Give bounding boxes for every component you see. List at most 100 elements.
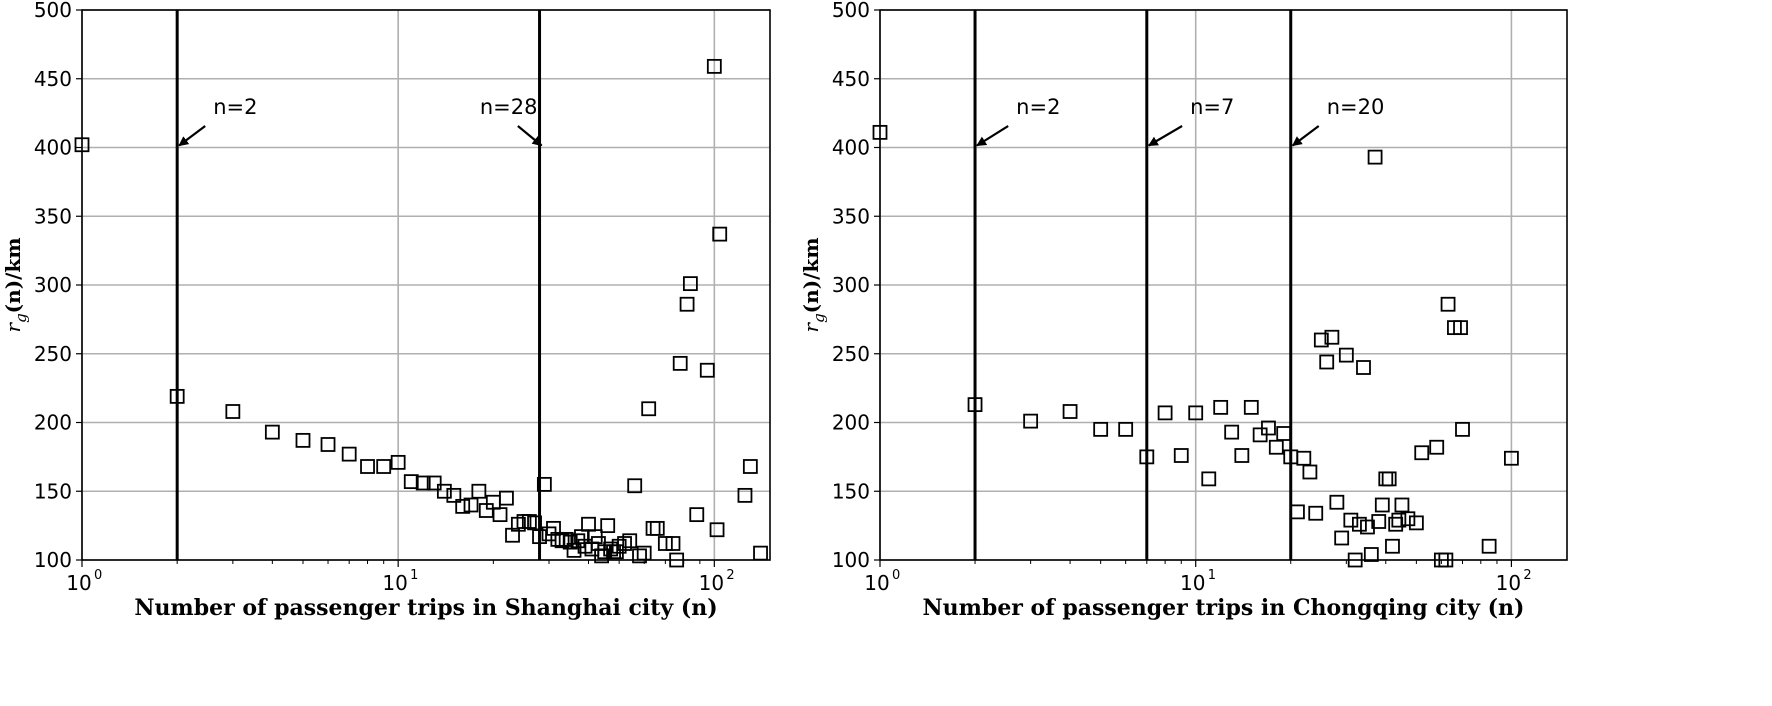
x-tick-exponent: 2 [1523, 568, 1531, 583]
data-point [1308, 505, 1324, 521]
data-point [1276, 426, 1292, 441]
data-point [622, 533, 638, 549]
x-tick-label: 10 [66, 571, 91, 595]
data-point [499, 490, 514, 506]
x-tick-exponent: 0 [892, 568, 900, 583]
x-tick-exponent: 1 [410, 568, 418, 583]
data-point [689, 507, 705, 523]
data-point [1374, 497, 1390, 513]
annotation-arrow [517, 125, 543, 147]
x-tick-label: 10 [699, 571, 724, 595]
plot-frame [879, 9, 1568, 561]
data-point [665, 536, 681, 551]
y-tick-label: 450 [34, 67, 72, 91]
y-axis-label: rg(n)/km [1, 238, 30, 333]
y-tick-label: 500 [34, 0, 72, 22]
data-point [1268, 439, 1284, 455]
data-point [682, 276, 698, 292]
data-point [341, 446, 357, 462]
y-tick-label: 250 [34, 342, 72, 366]
data-point [1329, 494, 1345, 510]
y-tick-label: 300 [34, 273, 72, 297]
data-point [1062, 404, 1078, 419]
y-tick-label: 500 [832, 0, 870, 22]
plot-frame [81, 9, 771, 561]
data-point [403, 474, 419, 490]
data-point [562, 534, 578, 550]
y-tick-label: 400 [34, 136, 72, 160]
data-point [426, 475, 442, 491]
x-axis-label: Number of passenger trips in Chongqing c… [923, 595, 1525, 621]
data-point [1481, 538, 1497, 554]
data-point [706, 58, 722, 74]
y-tick-label: 100 [832, 548, 870, 572]
data-point [1234, 448, 1250, 463]
data-point [627, 478, 643, 494]
data-point [566, 542, 582, 558]
x-tick-label: 10 [864, 571, 889, 595]
data-point [264, 424, 280, 440]
data-point [436, 483, 452, 499]
data-point [1313, 332, 1329, 348]
data-point [1243, 399, 1259, 415]
data-point [1388, 516, 1404, 532]
data-point [1363, 547, 1379, 562]
data-point [1385, 538, 1400, 554]
data-point [1023, 413, 1039, 429]
data-point [1367, 149, 1383, 165]
annotation-label: n=7 [1190, 95, 1234, 119]
data-point [645, 520, 661, 536]
data-point [1356, 360, 1371, 375]
data-point [1455, 421, 1470, 437]
data-point [1157, 405, 1173, 421]
y-tick-label: 300 [832, 273, 870, 297]
data-point [376, 459, 392, 474]
data-point [712, 226, 728, 242]
data-point [709, 522, 725, 538]
y-tick-label: 400 [832, 136, 870, 160]
annotation-arrow [178, 125, 206, 147]
annotation-label: n=28 [480, 95, 538, 119]
data-point [1224, 424, 1240, 440]
data-point [742, 459, 758, 474]
annotation-arrow [1291, 125, 1320, 147]
y-tick-label: 450 [832, 67, 870, 91]
x-tick-label: 10 [1496, 571, 1521, 595]
y-tick-label: 350 [832, 204, 870, 228]
data-point [1394, 497, 1410, 513]
data-point [390, 454, 406, 470]
data-point [1440, 296, 1456, 312]
data-point [1173, 448, 1189, 463]
data-point [536, 476, 552, 492]
y-tick-label: 150 [832, 479, 870, 503]
y-tick-label: 250 [832, 342, 870, 366]
data-point [753, 545, 768, 561]
data-point [611, 538, 627, 554]
data-point [1261, 420, 1276, 436]
data-point [1343, 512, 1359, 528]
data-point [581, 516, 596, 532]
data-point [554, 533, 570, 549]
y-tick-label: 100 [34, 548, 72, 572]
data-point [600, 518, 616, 534]
data-point [415, 475, 431, 491]
data-point [225, 404, 241, 419]
data-point [617, 536, 632, 551]
data-point [532, 529, 547, 545]
data-point [649, 520, 665, 536]
annotation-label: n=2 [213, 95, 257, 119]
data-point [1408, 515, 1424, 531]
x-tick-exponent: 0 [94, 568, 102, 583]
annotation-arrow [1147, 125, 1183, 147]
data-point [1188, 405, 1204, 421]
y-axis-label: rg(n)/km [799, 238, 828, 333]
data-point [699, 362, 715, 378]
data-point [1429, 439, 1445, 455]
data-point [446, 487, 462, 503]
data-point [1391, 512, 1407, 528]
data-point [558, 531, 574, 547]
x-tick-label: 10 [1180, 571, 1205, 595]
data-point [1504, 450, 1519, 466]
data-point [492, 507, 508, 523]
